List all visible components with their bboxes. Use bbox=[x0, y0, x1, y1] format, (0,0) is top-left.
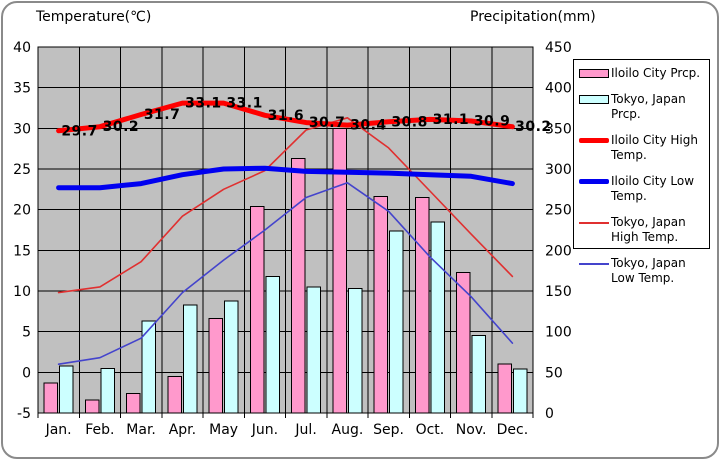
legend-label: Tokyo, Japan Low Temp. bbox=[611, 256, 686, 285]
prcp-axis-tick-label: 0 bbox=[545, 406, 554, 422]
legend-item: Tokyo, Japan Prcp. bbox=[579, 92, 705, 122]
legend-swatch-bar-pink bbox=[579, 69, 609, 78]
bar-iloilo-prcp bbox=[497, 363, 512, 414]
bar-iloilo-prcp bbox=[414, 197, 430, 414]
legend-swatch-thin-blue bbox=[579, 263, 609, 265]
bar-iloilo-prcp bbox=[126, 393, 141, 414]
prcp-axis-tick-label: 300 bbox=[545, 162, 572, 178]
bar-tokyo-prcp bbox=[471, 335, 487, 414]
temp-axis-tick-label: 40 bbox=[13, 40, 31, 56]
high-temp-data-label: 30.2 bbox=[103, 119, 140, 135]
legend-label: Iloilo City Prcp. bbox=[611, 66, 701, 80]
month-label: May bbox=[209, 422, 238, 438]
legend-item: Tokyo, Japan High Temp. bbox=[579, 215, 705, 245]
line-iloilo-city-high-temp- bbox=[56, 100, 515, 134]
month-label: Oct. bbox=[416, 422, 445, 438]
legend-swatch-thick-blue bbox=[579, 179, 609, 184]
month-label: Jul. bbox=[294, 422, 316, 438]
temperature-axis-title: Temperature(℃) bbox=[36, 9, 152, 25]
bar-tokyo-prcp bbox=[512, 368, 528, 414]
legend-label: Iloilo City High Temp. bbox=[611, 133, 698, 162]
legend: Iloilo City Prcp. Tokyo, Japan Prcp. Iloil… bbox=[573, 59, 710, 285]
plot-border bbox=[37, 46, 534, 414]
prcp-axis-tick-label: 50 bbox=[545, 365, 563, 381]
temp-axis-tick-label: 0 bbox=[22, 365, 31, 381]
high-temp-data-label: 33.1 bbox=[185, 96, 222, 112]
bar-tokyo-prcp bbox=[430, 221, 445, 414]
line-tokyo-japan-low-temp- bbox=[57, 182, 514, 366]
temp-axis-tick-label: 30 bbox=[13, 121, 31, 137]
prcp-axis-tick-label: 250 bbox=[545, 203, 572, 219]
prcp-axis-tick-label: 400 bbox=[545, 81, 572, 97]
prcp-axis-tick-label: 150 bbox=[545, 284, 572, 300]
high-temp-data-label: 30.4 bbox=[350, 118, 387, 134]
month-label: Mar. bbox=[126, 422, 156, 438]
high-temp-data-label: 30.7 bbox=[309, 115, 346, 131]
high-temp-data-label: 30.8 bbox=[391, 114, 428, 130]
month-label: Sep. bbox=[373, 422, 404, 438]
month-label: Apr. bbox=[169, 422, 196, 438]
high-temp-data-label: 31.6 bbox=[268, 108, 305, 124]
precipitation-axis-title: Precipitation(mm) bbox=[470, 9, 596, 25]
bar-tokyo-prcp bbox=[224, 300, 239, 414]
legend-item: Tokyo, Japan Low Temp. bbox=[579, 256, 705, 286]
bar-iloilo-prcp bbox=[208, 318, 224, 414]
month-label: Jan. bbox=[45, 422, 72, 438]
month-label: Nov. bbox=[456, 422, 487, 438]
legend-label: Tokyo, Japan Prcp. bbox=[611, 92, 686, 121]
legend-item: Iloilo City Prcp. bbox=[579, 66, 705, 81]
bar-iloilo-prcp bbox=[291, 157, 306, 414]
temp-axis-tick-label: 15 bbox=[13, 243, 31, 259]
bar-iloilo-prcp bbox=[43, 382, 59, 414]
legend-label: Iloilo City Low Temp. bbox=[611, 174, 695, 203]
line-iloilo-city-low-temp- bbox=[56, 165, 515, 191]
high-temp-data-label: 31.1 bbox=[433, 112, 470, 128]
month-label: Aug. bbox=[332, 422, 364, 438]
bar-iloilo-prcp bbox=[373, 196, 389, 414]
bar-tokyo-prcp bbox=[347, 288, 363, 414]
temp-axis-tick-label: 25 bbox=[13, 162, 31, 178]
legend-item: Iloilo City High Temp. bbox=[579, 133, 705, 163]
line-tokyo-japan-high-temp- bbox=[57, 117, 514, 294]
month-label: Dec. bbox=[497, 422, 529, 438]
prcp-axis-tick-label: 100 bbox=[545, 325, 572, 341]
legend-swatch-thick-red bbox=[579, 138, 609, 143]
legend-item: Iloilo City Low Temp. bbox=[579, 174, 705, 204]
bar-tokyo-prcp bbox=[59, 365, 74, 414]
temp-axis-tick-label: -5 bbox=[17, 406, 31, 422]
temp-axis-tick-label: 35 bbox=[13, 81, 31, 97]
prcp-axis-tick-label: 450 bbox=[545, 40, 572, 56]
prcp-axis-tick-label: 350 bbox=[545, 121, 572, 137]
high-temp-data-label: 31.7 bbox=[144, 107, 181, 123]
bar-iloilo-prcp bbox=[167, 375, 182, 414]
bar-iloilo-prcp bbox=[249, 205, 265, 414]
high-temp-data-label: 29.7 bbox=[61, 123, 98, 139]
high-temp-data-label: 33.1 bbox=[226, 96, 263, 112]
bar-iloilo-prcp bbox=[84, 399, 100, 414]
month-label: Jun. bbox=[251, 422, 278, 438]
month-label: Feb. bbox=[85, 422, 114, 438]
bar-tokyo-prcp bbox=[182, 304, 198, 414]
legend-label: Tokyo, Japan High Temp. bbox=[611, 215, 686, 244]
bar-tokyo-prcp bbox=[306, 286, 322, 414]
bar-tokyo-prcp bbox=[100, 367, 115, 414]
prcp-axis-tick-label: 200 bbox=[545, 243, 572, 259]
bar-tokyo-prcp bbox=[265, 275, 280, 414]
temp-axis-tick-label: 10 bbox=[13, 284, 31, 300]
high-temp-data-label: 30.9 bbox=[474, 114, 511, 130]
legend-swatch-thin-red bbox=[579, 222, 609, 224]
temp-axis-tick-label: 5 bbox=[22, 325, 31, 341]
temp-axis-tick-label: 20 bbox=[13, 203, 31, 219]
legend-swatch-bar-cyan bbox=[579, 95, 609, 104]
bar-tokyo-prcp bbox=[389, 230, 404, 414]
